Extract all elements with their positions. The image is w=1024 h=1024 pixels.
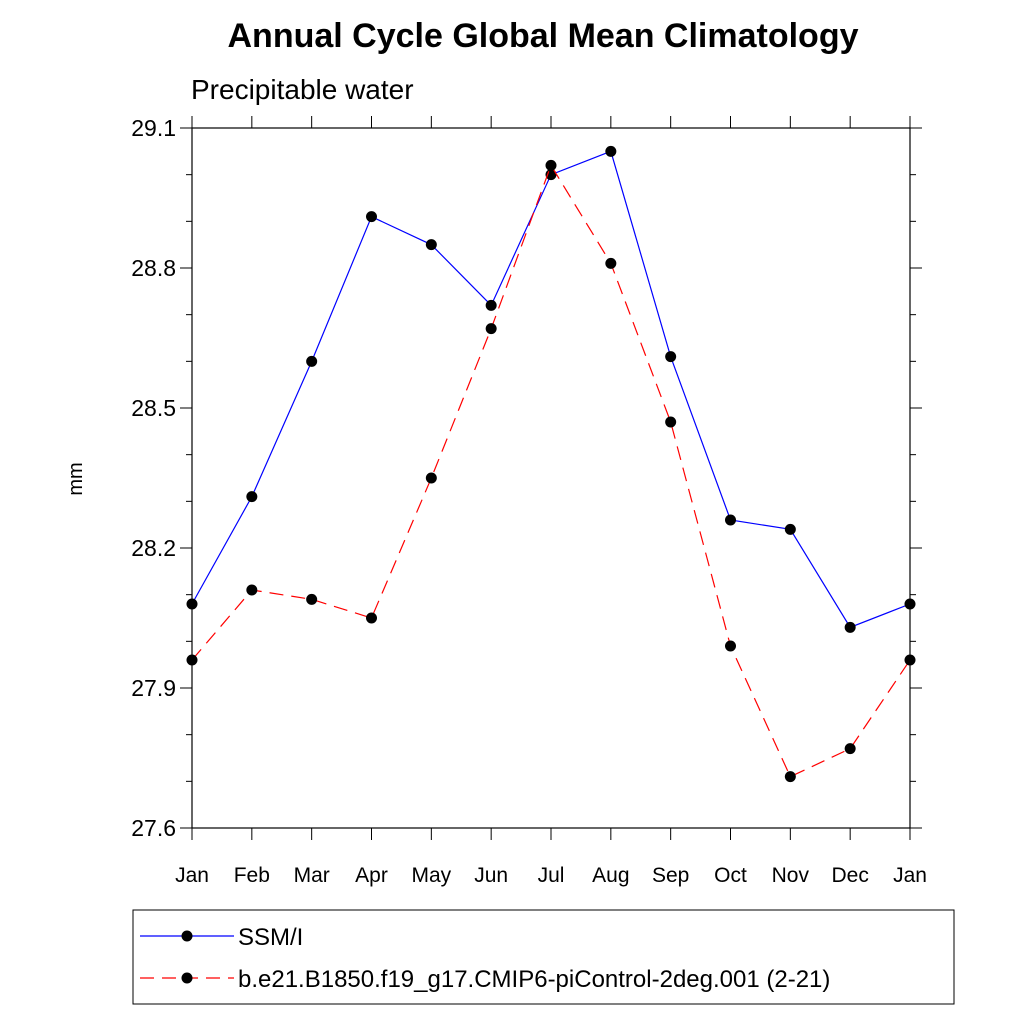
data-point-series-2 — [784, 771, 796, 783]
data-point-series-1 — [665, 351, 677, 363]
legend-label-2: b.e21.B1850.f19_g17.CMIP6-piControl-2deg… — [238, 966, 830, 993]
y-tick-label: 28.2 — [131, 535, 176, 561]
data-point-series-2 — [485, 323, 497, 335]
data-point-series-2 — [425, 472, 437, 484]
x-tick-label: Jun — [474, 864, 508, 887]
x-tick-label: Sep — [652, 864, 689, 887]
y-axis-label: mm — [65, 462, 87, 495]
ticks-layer: 27.6 27.9 28.2 28.5 28.8 29.1 Jan Feb Mar Apr May J… — [131, 115, 927, 887]
data-point-series-2 — [366, 612, 377, 624]
series-line-2 — [191, 163, 911, 778]
y-tick-label: 27.9 — [131, 675, 176, 701]
series-line-1 — [191, 150, 911, 629]
data-point-series-2 — [725, 640, 736, 652]
x-tick-label: Mar — [294, 864, 330, 887]
data-point-series-1 — [485, 299, 497, 311]
data-point-series-1 — [366, 211, 377, 223]
data-point-series-2 — [306, 593, 318, 605]
data-point-series-2 — [246, 584, 258, 596]
data-point-series-2 — [545, 159, 557, 171]
legend-marker-2 — [181, 972, 193, 984]
y-tick-label: 28.8 — [131, 255, 176, 281]
x-tick-label: Jan — [175, 864, 209, 887]
data-point-series-1 — [306, 355, 318, 367]
data-point-series-1 — [246, 491, 258, 503]
x-tick-label: Apr — [355, 864, 388, 887]
legend-box — [132, 909, 955, 1005]
data-point-series-2 — [665, 416, 677, 428]
data-point-series-1 — [605, 145, 617, 157]
x-tick-label: Aug — [592, 864, 629, 887]
x-tick-label: Jan — [893, 864, 927, 887]
legend-marker-1 — [181, 930, 193, 942]
data-point-series-2 — [186, 654, 198, 666]
x-tick-label: Jul — [538, 864, 565, 887]
data-point-series-1 — [425, 239, 437, 251]
x-tick-label: Oct — [714, 864, 747, 887]
data-point-series-2 — [844, 743, 856, 755]
x-tick-label: Nov — [772, 864, 810, 887]
data-point-series-1 — [186, 598, 198, 610]
plot-frame — [191, 127, 911, 829]
series-layer — [186, 145, 916, 783]
data-point-series-1 — [904, 598, 916, 610]
y-tick-label: 29.1 — [131, 115, 176, 141]
x-tick-label: Dec — [831, 864, 868, 887]
legend-label-1: SSM/I — [238, 924, 303, 951]
y-tick-label: 28.5 — [131, 395, 176, 421]
data-point-series-2 — [904, 654, 916, 666]
x-tick-label: May — [411, 864, 451, 887]
chart-subtitle: Precipitable water — [191, 74, 414, 105]
data-point-series-2 — [605, 257, 617, 269]
y-tick-label: 27.6 — [131, 815, 176, 841]
x-tick-label: Feb — [234, 864, 270, 887]
data-point-series-1 — [844, 621, 856, 633]
chart-title: Annual Cycle Global Mean Climatology — [228, 17, 859, 55]
data-point-series-1 — [725, 514, 736, 526]
data-point-series-1 — [784, 523, 796, 535]
legend: SSM/I b.e21.B1850.f19_g17.CMIP6-piControl… — [140, 924, 830, 993]
